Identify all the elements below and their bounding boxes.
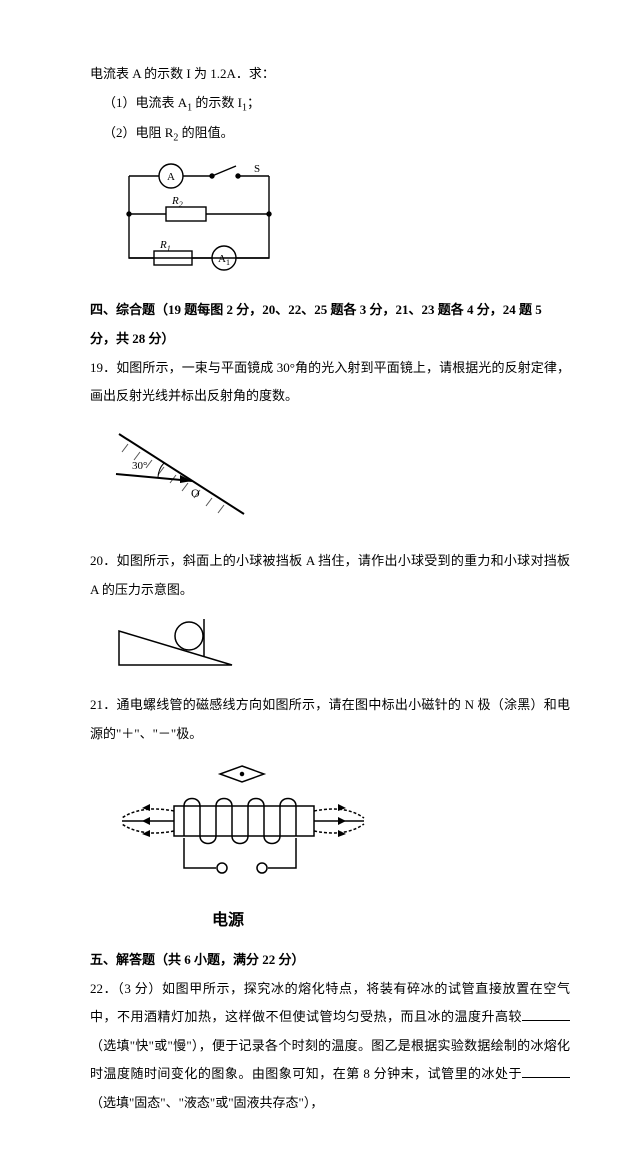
- q1-part-a: （1）电流表 A: [103, 95, 187, 110]
- q1-part-c: ；: [247, 95, 260, 110]
- q22-blank-2: [522, 1064, 570, 1078]
- label-S: S: [254, 163, 260, 175]
- q21-text: 21．通电螺线管的磁感线方向如图所示，请在图中标出小磁针的 N 极（涂黑）和电源…: [90, 691, 570, 748]
- figure-q21: 电源: [114, 756, 570, 938]
- q19-svg: 30° O: [114, 419, 264, 529]
- label-R1: R1: [159, 239, 171, 253]
- q20-text: 20．如图所示，斜面上的小球被挡板 A 挡住，请作出小球受到的重力和小球对挡板 …: [90, 547, 570, 604]
- intro-q2: （2）电阻 R2 的阻值。: [90, 119, 570, 150]
- figure-q20: [114, 613, 570, 684]
- q21-power-label: 电源: [212, 903, 570, 938]
- label-R2: R2: [171, 195, 183, 209]
- q20-svg: [114, 613, 244, 673]
- q19-text: 19．如图所示，一束与平面镜成 30°角的光入射到平面镜上，请根据光的反射定律，…: [90, 354, 570, 411]
- q19-angle-label: 30°: [132, 460, 147, 472]
- q19-O-label: O: [191, 486, 200, 500]
- intro-q1: （1）电流表 A1 的示数 I1；: [90, 89, 570, 120]
- figure-q19: 30° O: [114, 419, 570, 540]
- q2-part-a: （2）电阻 R: [103, 125, 173, 140]
- label-A: A: [167, 171, 175, 183]
- section-5-title: 五、解答题（共 6 小题，满分 22 分）: [90, 946, 570, 975]
- q22-p1: 22．（3 分）如图甲所示，探究冰的熔化特点，将装有碎冰的试管直接放置在空气中，…: [90, 981, 570, 1025]
- section-4-title: 四、综合题（19 题每图 2 分，20、22、25 题各 3 分，21、23 题…: [90, 296, 570, 353]
- q1-part-b: 的示数 I: [192, 95, 242, 110]
- q22-text: 22．（3 分）如图甲所示，探究冰的熔化特点，将装有碎冰的试管直接放置在空气中，…: [90, 975, 570, 1118]
- q2-part-b: 的阻值。: [178, 125, 233, 140]
- figure-circuit-18: A S R2 R1 A1: [114, 158, 570, 289]
- q22-p3: （选填"固态"、"液态"或"固液共存态"），: [90, 1095, 323, 1110]
- q22-p2: （选填"快"或"慢"），便于记录各个时刻的温度。图乙是根据实验数据绘制的冰熔化时…: [90, 1038, 570, 1082]
- q22-blank-1: [522, 1007, 570, 1021]
- q21-svg: [114, 756, 374, 896]
- label-A1: A1: [218, 253, 230, 267]
- intro-line-I: 电流表 A 的示数 I 为 1.2A．求：: [90, 60, 570, 89]
- circuit-svg: A S R2 R1 A1: [114, 158, 284, 278]
